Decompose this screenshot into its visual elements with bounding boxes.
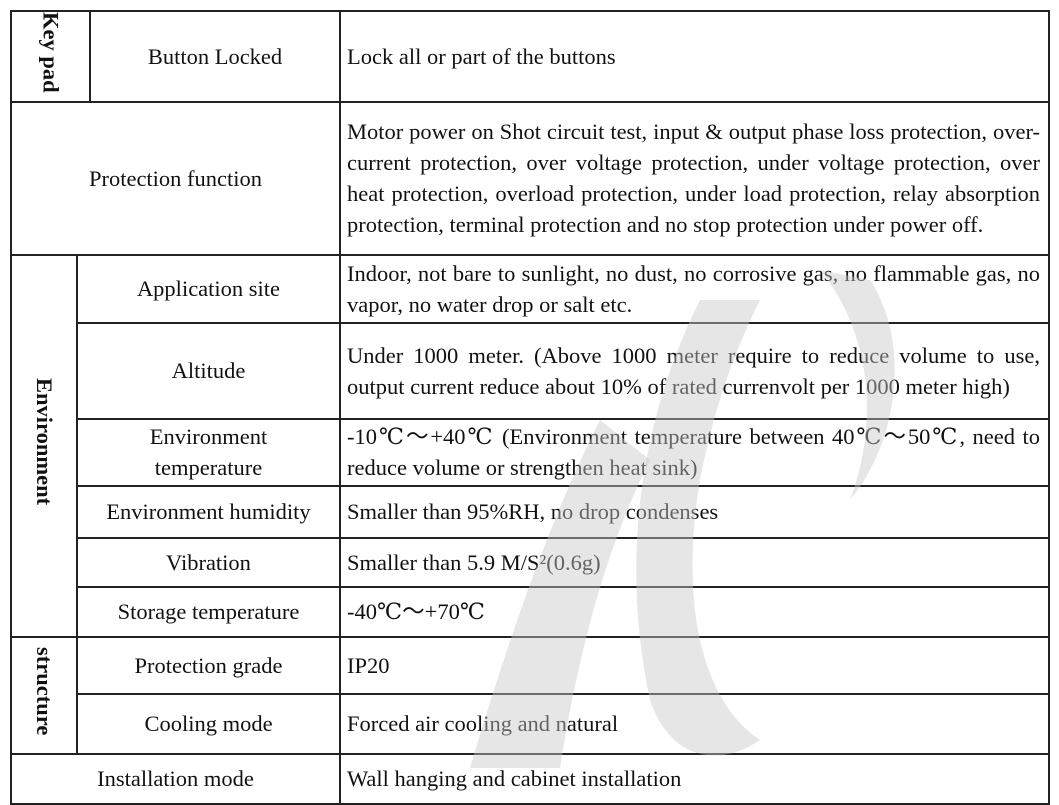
row-value: Forced air cooling and natural: [339, 692, 1050, 755]
table-row: Installation mode Wall hanging and cabin…: [10, 752, 1050, 805]
row-label: Cooling mode: [76, 692, 341, 755]
row-label: Environment temperature: [76, 417, 341, 487]
row-label: Protection function: [10, 100, 341, 256]
row-label: Installation mode: [10, 752, 341, 805]
row-value: Smaller than 95%RH, no drop condenses: [339, 484, 1050, 539]
row-label: Storage temperature: [76, 585, 341, 638]
row-value: Lock all or part of the buttons: [339, 10, 1050, 103]
row-label: Protection grade: [76, 635, 341, 695]
table-row: Storage temperature -40℃～+70℃: [11, 585, 1050, 638]
group-environment: Environment: [10, 253, 78, 638]
row-value: -10℃～+40℃ (Environment temperature betwe…: [339, 417, 1050, 487]
table-row: Environment temperature -10℃～+40℃ (Envir…: [11, 417, 1050, 487]
row-label: Vibration: [76, 536, 341, 588]
row-value: Motor power on Shot circuit test, input …: [339, 100, 1050, 256]
row-label: Altitude: [76, 321, 341, 420]
row-label: Button Locked: [89, 10, 341, 103]
row-value: Indoor, not bare to sunlight, no dust, n…: [339, 253, 1050, 324]
row-value: Under 1000 meter. (Above 1000 meter requ…: [339, 321, 1050, 420]
table-row: structure Protection grade IP20: [10, 635, 1050, 755]
row-label: Application site: [76, 253, 341, 324]
table-row: Protection function Motor power on Shot …: [10, 100, 1050, 256]
row-value: Smaller than 5.9 M/S²(0.6g): [339, 536, 1050, 588]
row-value: IP20: [339, 635, 1050, 695]
table-row: Key pad Button Locked Lock all or part o…: [10, 10, 1050, 103]
row-label: Environment humidity: [76, 484, 341, 539]
table-row: Cooling mode Forced air cooling and natu…: [11, 692, 1050, 755]
spec-table: Key pad Button Locked Lock all or part o…: [10, 10, 1050, 805]
table-row: Environment humidity Smaller than 95%RH,…: [11, 484, 1050, 539]
group-keypad: Key pad: [10, 10, 91, 103]
group-structure: structure: [10, 635, 78, 755]
row-value: Wall hanging and cabinet installation: [339, 752, 1050, 805]
table-row: Altitude Under 1000 meter. (Above 1000 m…: [11, 321, 1050, 420]
row-value: -40℃～+70℃: [339, 585, 1050, 638]
table-row: Vibration Smaller than 5.9 M/S²(0.6g): [11, 536, 1050, 588]
table-row: Environment Application site Indoor, not…: [10, 253, 1050, 638]
